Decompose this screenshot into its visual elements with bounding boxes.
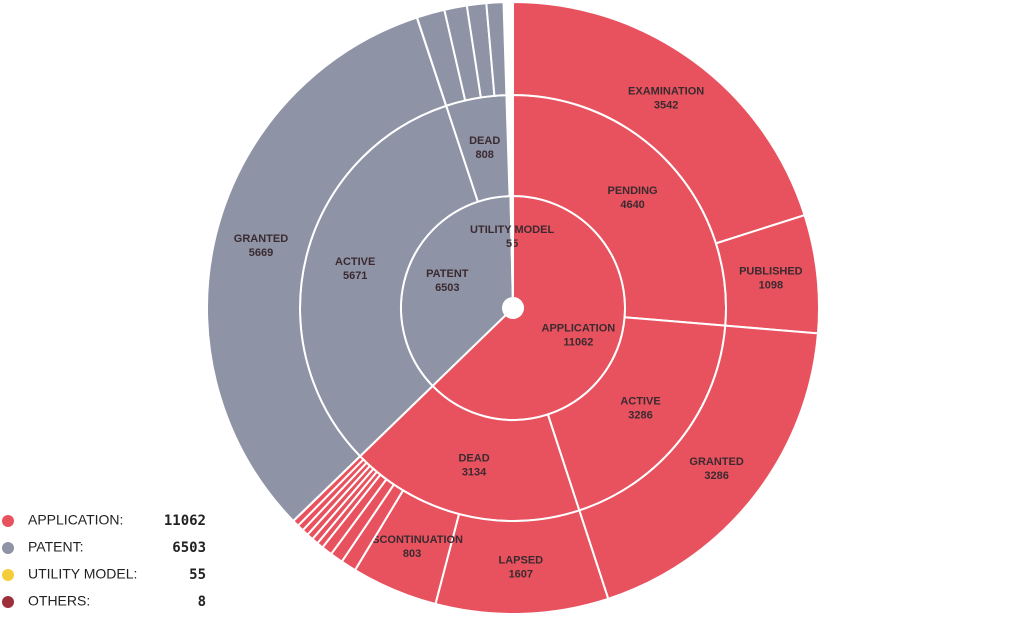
legend-value: 55: [189, 567, 206, 583]
segment-value: 5671: [343, 270, 367, 282]
segment-value: 3134: [462, 467, 487, 479]
segment-value: 1098: [759, 280, 783, 292]
segment-value: 3542: [654, 99, 678, 111]
legend-value: 8: [198, 594, 206, 610]
legend-label: OTHERS:: [28, 593, 90, 609]
segment-name: APPLICATION: [542, 323, 616, 335]
legend-label: PATENT:: [28, 539, 84, 555]
segment-name: DISCONTINUATION: [361, 534, 463, 546]
segment: [510, 93, 514, 198]
legend-swatch: [2, 515, 14, 527]
segment-name: ACTIVE: [620, 396, 660, 408]
segment-name: LAPSED: [499, 554, 544, 566]
segment-value: 5669: [249, 247, 273, 259]
segment-value: 3286: [704, 470, 728, 482]
segment-name: DEAD: [458, 453, 489, 465]
segment-name: GRANTED: [234, 233, 288, 245]
segment: [485, 1, 508, 97]
segment-value: 1607: [509, 568, 533, 580]
center-hole: [504, 299, 522, 317]
segment-name: GRANTED: [689, 456, 743, 468]
legend-swatch: [2, 569, 14, 581]
segment-value: 6503: [435, 282, 459, 294]
segment: [206, 16, 448, 523]
segment-value: 11062: [563, 337, 593, 349]
segment-name: PATENT: [426, 268, 469, 280]
segment-name: ACTIVE: [335, 256, 375, 268]
legend-swatch: [2, 596, 14, 608]
segment-name: EXAMINATION: [628, 85, 704, 97]
segment-name: PENDING: [608, 185, 658, 197]
segment-value: 3286: [628, 410, 652, 422]
legend-swatch: [2, 542, 14, 554]
legend-value: 11062: [164, 513, 206, 529]
legend-value: 6503: [172, 540, 206, 556]
segment-value: 4640: [620, 199, 644, 211]
segment-value: 808: [476, 149, 494, 161]
legend-label: APPLICATION:: [28, 512, 123, 528]
segment-name: PUBLISHED: [739, 266, 803, 278]
segment-name: DEAD: [469, 135, 500, 147]
segment-value: 803: [403, 548, 421, 560]
legend-label: UTILITY MODEL:: [28, 566, 137, 582]
